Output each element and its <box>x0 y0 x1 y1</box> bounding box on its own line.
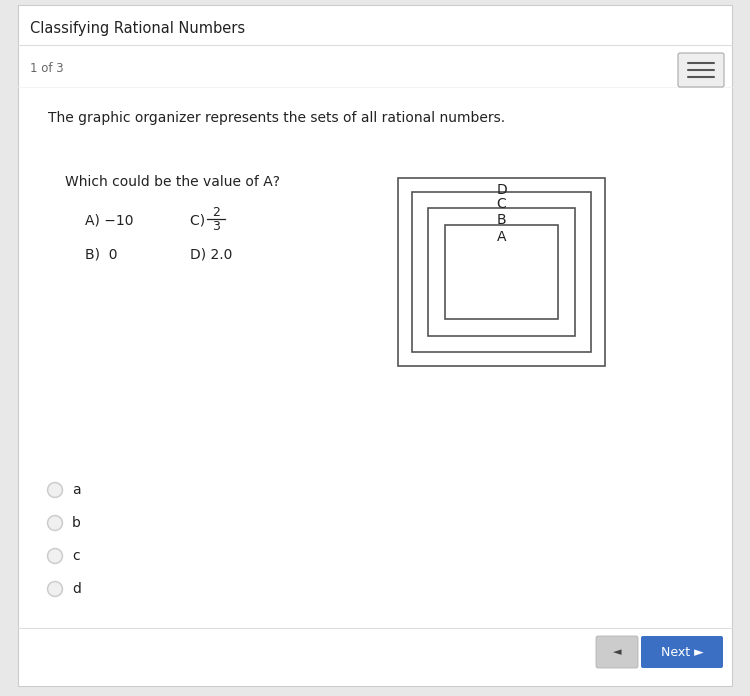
Circle shape <box>47 548 62 564</box>
Bar <box>398 178 605 366</box>
Circle shape <box>49 550 61 562</box>
Circle shape <box>47 482 62 498</box>
Text: D: D <box>496 183 507 197</box>
Text: Next ►: Next ► <box>661 645 704 658</box>
Text: A) −10: A) −10 <box>85 213 134 227</box>
Text: Classifying Rational Numbers: Classifying Rational Numbers <box>30 20 245 35</box>
Text: a: a <box>72 483 81 497</box>
Text: 1 of 3: 1 of 3 <box>30 61 64 74</box>
Text: Which could be the value of A?: Which could be the value of A? <box>65 175 280 189</box>
Text: C: C <box>496 197 506 211</box>
Text: 3: 3 <box>212 221 220 233</box>
Text: A: A <box>496 230 506 244</box>
Text: ◄: ◄ <box>613 647 621 657</box>
FancyBboxPatch shape <box>678 53 724 87</box>
Circle shape <box>49 583 61 595</box>
Circle shape <box>47 581 62 596</box>
FancyBboxPatch shape <box>641 636 723 668</box>
Bar <box>428 208 575 336</box>
Circle shape <box>47 516 62 530</box>
Text: C): C) <box>190 213 209 227</box>
Text: b: b <box>72 516 81 530</box>
Text: The graphic organizer represents the sets of all rational numbers.: The graphic organizer represents the set… <box>48 111 506 125</box>
Circle shape <box>49 484 61 496</box>
Text: B: B <box>496 213 506 227</box>
Bar <box>445 225 558 319</box>
FancyBboxPatch shape <box>596 636 638 668</box>
FancyBboxPatch shape <box>18 5 732 686</box>
Text: 2: 2 <box>212 205 220 219</box>
Text: c: c <box>72 549 80 563</box>
Text: d: d <box>72 582 81 596</box>
Circle shape <box>49 517 61 529</box>
Text: D) 2.0: D) 2.0 <box>190 248 232 262</box>
Text: B)  0: B) 0 <box>85 248 118 262</box>
Bar <box>412 192 591 352</box>
